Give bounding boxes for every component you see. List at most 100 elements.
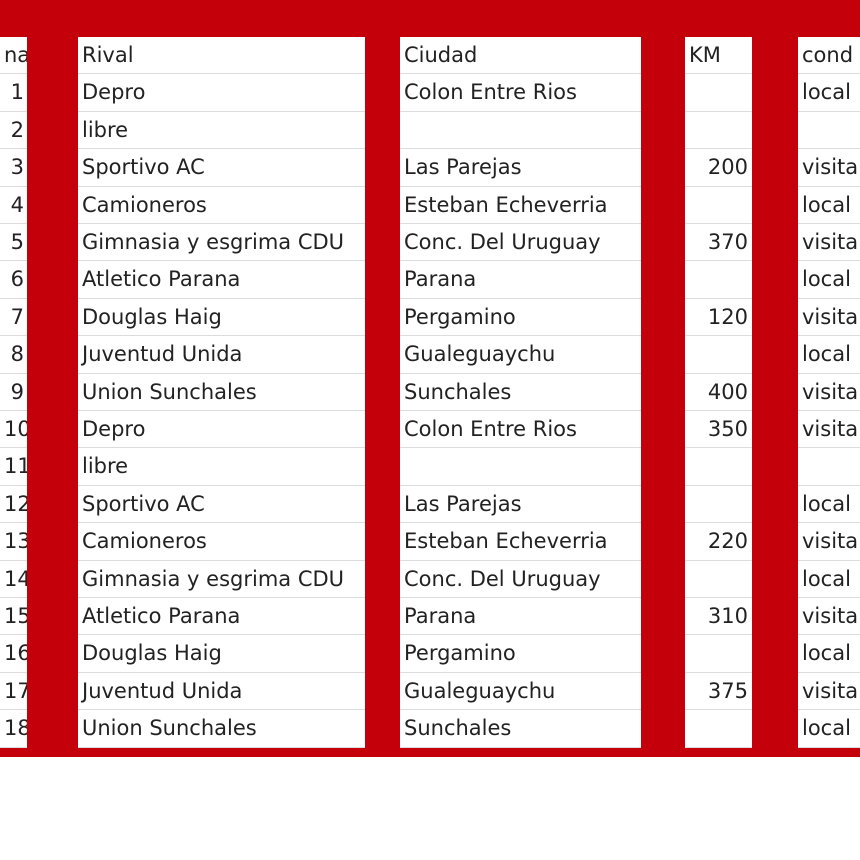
cell — [798, 112, 860, 150]
header-cell: na — [0, 37, 27, 75]
cell: Pergamino — [400, 299, 641, 337]
cell: Juventud Unida — [78, 673, 365, 711]
cell: Atletico Parana — [78, 261, 365, 299]
cell: Sunchales — [400, 374, 641, 411]
cell: 15 — [0, 598, 27, 636]
cell: Union Sunchales — [78, 710, 365, 748]
cell — [685, 74, 752, 112]
cell — [685, 261, 752, 299]
cell: 6 — [0, 261, 27, 299]
cell: visita — [798, 523, 860, 561]
cell: local — [798, 74, 860, 112]
cell: 11 — [0, 448, 27, 486]
cell: Pergamino — [400, 635, 641, 673]
cell: visita — [798, 411, 860, 449]
cell: Gimnasia y esgrima CDU — [78, 561, 365, 598]
cell: Las Parejas — [400, 149, 641, 187]
cell: 10 — [0, 411, 27, 449]
cell — [400, 448, 641, 486]
cell — [685, 187, 752, 224]
cell: 5 — [0, 224, 27, 262]
cell: Conc. Del Uruguay — [400, 224, 641, 262]
column: KM 200 370 120 400 350 220 310 375 — [685, 37, 752, 748]
cell: 310 — [685, 598, 752, 636]
cell: Parana — [400, 598, 641, 636]
cell: Esteban Echeverria — [400, 523, 641, 561]
cell: local — [798, 635, 860, 673]
cell: libre — [78, 448, 365, 486]
cell: Camioneros — [78, 187, 365, 224]
cell: Atletico Parana — [78, 598, 365, 636]
cell — [685, 710, 752, 748]
cell: 1 — [0, 74, 27, 112]
cell: 200 — [685, 149, 752, 187]
header-cell: cond — [798, 37, 860, 75]
cell: local — [798, 261, 860, 299]
cell: 9 — [0, 374, 27, 411]
cell: Camioneros — [78, 523, 365, 561]
cell: local — [798, 486, 860, 524]
cell: 18 — [0, 710, 27, 748]
cell: Las Parejas — [400, 486, 641, 524]
cell: Gimnasia y esgrima CDU — [78, 224, 365, 262]
cell: visita — [798, 374, 860, 411]
cell — [798, 448, 860, 486]
cell: Esteban Echeverria — [400, 187, 641, 224]
cell: Sunchales — [400, 710, 641, 748]
cell: 350 — [685, 411, 752, 449]
cell: 16 — [0, 635, 27, 673]
header-cell: Ciudad — [400, 37, 641, 75]
cell: Conc. Del Uruguay — [400, 561, 641, 598]
cell: Depro — [78, 74, 365, 112]
cell — [685, 448, 752, 486]
cell: visita — [798, 149, 860, 187]
column: cond local visita local visita local visita loc… — [798, 37, 860, 748]
cell: 3 — [0, 149, 27, 187]
cell: 14 — [0, 561, 27, 598]
cell — [685, 336, 752, 374]
column: Ciudad Colon Entre Rios Las Parejas Esteban… — [400, 37, 641, 748]
cell: Douglas Haig — [78, 299, 365, 337]
cell — [400, 112, 641, 150]
cell: 220 — [685, 523, 752, 561]
cell: 8 — [0, 336, 27, 374]
cell: Union Sunchales — [78, 374, 365, 411]
cell: 120 — [685, 299, 752, 337]
cell: 12 — [0, 486, 27, 524]
column: Rival Depro libre Sportivo AC Camioneros Gimn… — [78, 37, 365, 748]
cell: local — [798, 187, 860, 224]
cell: Depro — [78, 411, 365, 449]
cell: Juventud Unida — [78, 336, 365, 374]
cell: 370 — [685, 224, 752, 262]
cell: local — [798, 710, 860, 748]
cell: local — [798, 561, 860, 598]
cell: 7 — [0, 299, 27, 337]
cell — [685, 112, 752, 150]
cell — [685, 561, 752, 598]
cell: 13 — [0, 523, 27, 561]
cell: Gualeguaychu — [400, 336, 641, 374]
cell: 17 — [0, 673, 27, 711]
cell: 2 — [0, 112, 27, 150]
header-cell: Rival — [78, 37, 365, 75]
cell: Colon Entre Rios — [400, 411, 641, 449]
cell: 400 — [685, 374, 752, 411]
cell: 4 — [0, 187, 27, 224]
cell: Douglas Haig — [78, 635, 365, 673]
cell: visita — [798, 673, 860, 711]
cell: Sportivo AC — [78, 486, 365, 524]
cell: local — [798, 336, 860, 374]
header-cell: KM — [685, 37, 752, 75]
cell: libre — [78, 112, 365, 150]
cell: Parana — [400, 261, 641, 299]
column: na 1 2 3 4 5 6 7 8 9 10 11 12 13 14 15 16 17 18 — [0, 37, 27, 748]
cell: 375 — [685, 673, 752, 711]
cell — [685, 635, 752, 673]
cell: Gualeguaychu — [400, 673, 641, 711]
cell: visita — [798, 598, 860, 636]
cell: Colon Entre Rios — [400, 74, 641, 112]
cell — [685, 486, 752, 524]
cell: visita — [798, 224, 860, 262]
cell: visita — [798, 299, 860, 337]
